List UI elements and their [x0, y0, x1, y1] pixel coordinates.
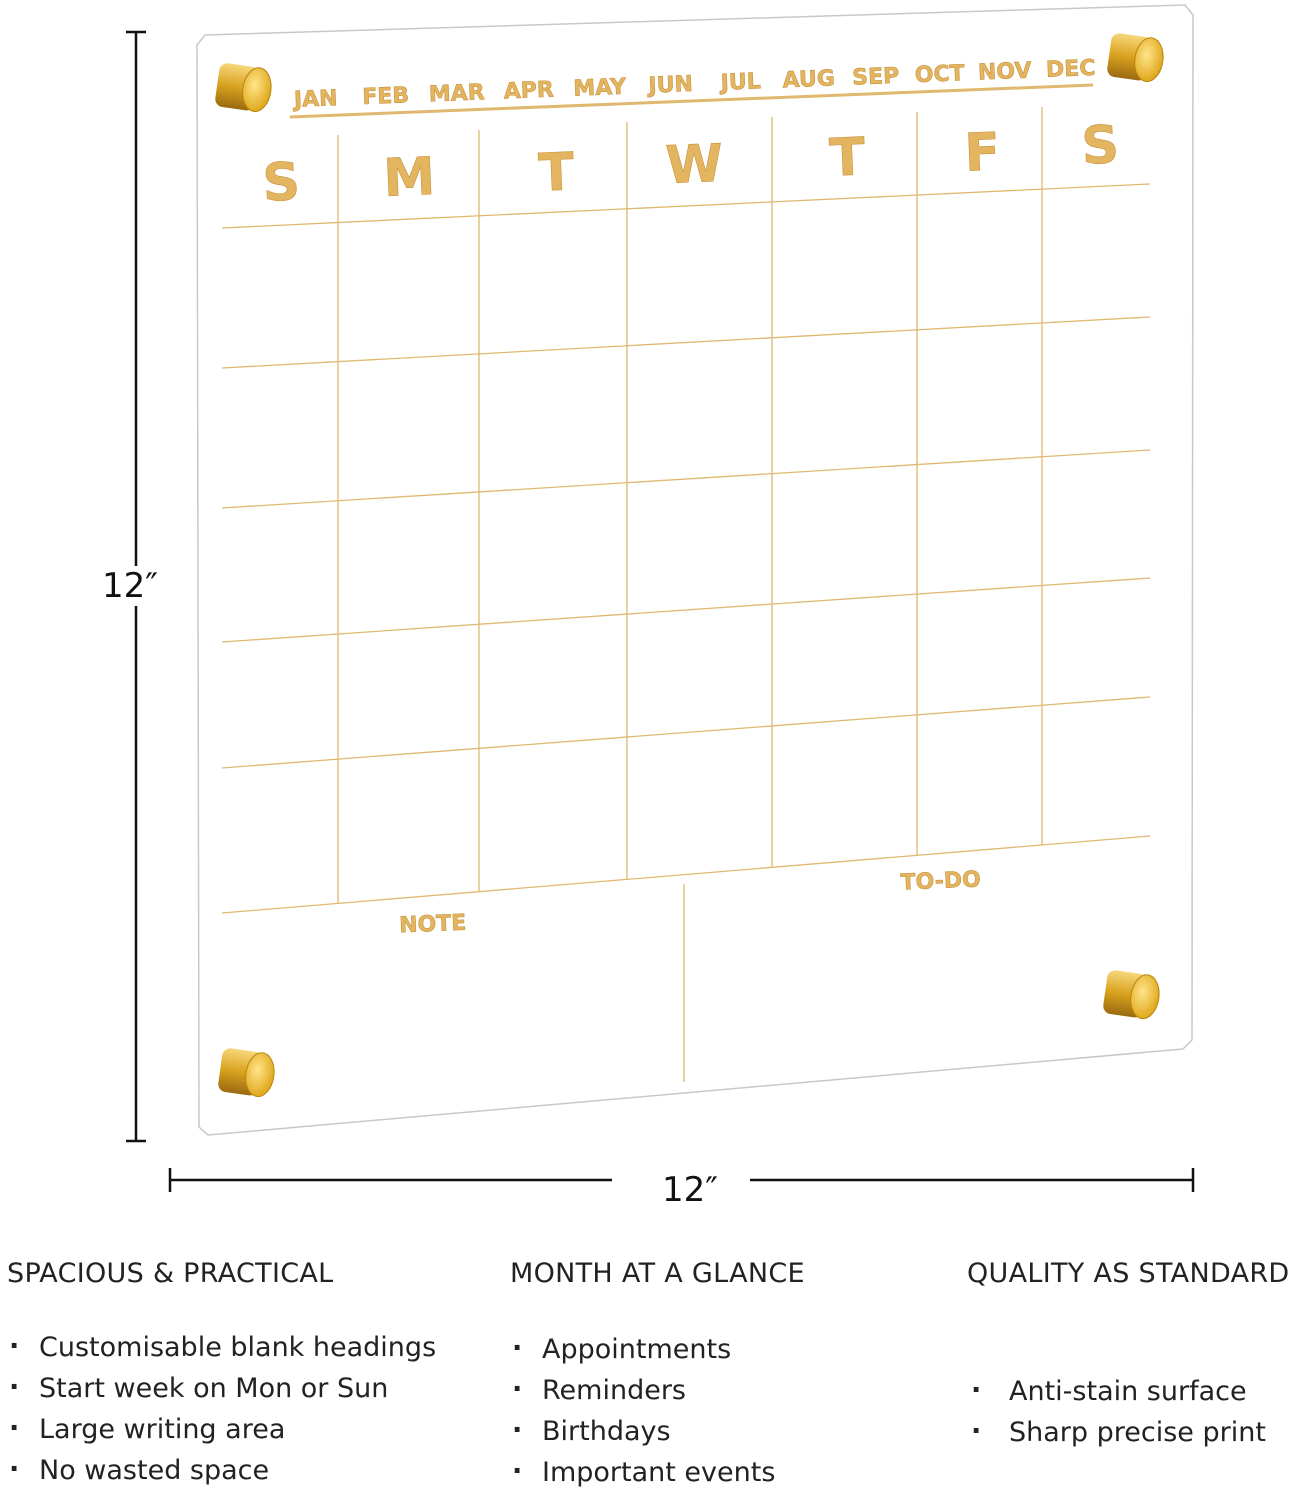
- month-label: OCT: [914, 61, 965, 88]
- note-label: NOTE: [399, 911, 467, 939]
- feature-item: Sharp precise print: [971, 1411, 1290, 1453]
- weekday-label: W: [664, 134, 724, 196]
- weekday-label: M: [382, 147, 436, 209]
- feature-item: Anti-stain surface: [971, 1370, 1290, 1412]
- weekday-label: S: [1080, 115, 1120, 176]
- grid-row-line: [221, 577, 1151, 643]
- month-label: NOV: [977, 58, 1032, 85]
- weekday-label: F: [963, 122, 1001, 183]
- feature-item: No wasted space: [9, 1449, 436, 1491]
- gold-standoff-icon: [1103, 970, 1160, 1020]
- acrylic-calendar-board: JAN FEB MAR APR MAY JUN JUL AUG SEP OCT NOV DEC S M T W…: [126, 4, 1195, 1192]
- feature-item: Large writing area: [9, 1408, 436, 1450]
- month-label: JAN: [291, 86, 338, 113]
- month-label: JUL: [718, 69, 761, 96]
- feature-heading: SPACIOUS & PRACTICAL: [7, 1258, 334, 1289]
- month-label: MAY: [573, 75, 628, 102]
- month-label: AUG: [782, 66, 835, 93]
- standoff-cap: [1130, 974, 1160, 1020]
- height-dimension-label: 12″: [102, 566, 158, 606]
- feature-item: Customisable blank headings: [9, 1326, 436, 1368]
- grid-row-line: [221, 449, 1151, 509]
- standoff-cap: [242, 67, 272, 113]
- weekday-label: T: [537, 142, 575, 203]
- feature-item: Reminders: [512, 1369, 805, 1411]
- grid-row-line: [221, 183, 1151, 229]
- month-label: MAR: [428, 80, 485, 107]
- weekday-label: S: [261, 152, 301, 213]
- gold-standoff-icon: [218, 1048, 275, 1098]
- feature-heading: QUALITY AS STANDARD: [967, 1258, 1290, 1289]
- month-label: DEC: [1046, 56, 1096, 83]
- month-underline: [289, 83, 1094, 119]
- month-label: JUN: [646, 72, 693, 99]
- feature-column-spacious: SPACIOUS & PRACTICAL Customisable blank …: [7, 1258, 436, 1491]
- grid-row-line: [221, 835, 1151, 914]
- standoff-cap: [245, 1052, 275, 1098]
- month-label: FEB: [362, 83, 410, 110]
- gold-standoff-icon: [215, 63, 272, 113]
- calendar-grid: [221, 83, 1151, 1082]
- feature-column-month: MONTH AT A GLANCE Appointments Reminders…: [510, 1258, 805, 1493]
- standoff-cap: [1134, 37, 1164, 83]
- grid-row-line: [221, 696, 1151, 769]
- feature-item: Important events: [512, 1451, 805, 1493]
- feature-column-quality: QUALITY AS STANDARD Anti-stain surface S…: [967, 1258, 1290, 1453]
- feature-item: Appointments: [512, 1328, 805, 1370]
- month-label: SEP: [852, 64, 900, 91]
- feature-item: Start week on Mon or Sun: [9, 1367, 436, 1409]
- feature-heading: MONTH AT A GLANCE: [510, 1258, 805, 1289]
- width-dimension-label: 12″: [662, 1170, 718, 1210]
- weekday-label: T: [828, 127, 866, 188]
- gold-standoff-icon: [1107, 33, 1164, 83]
- feature-item: Birthdays: [512, 1410, 805, 1452]
- todo-label: TO-DO: [900, 867, 981, 895]
- month-label: APR: [503, 77, 554, 104]
- grid-row-line: [221, 316, 1151, 369]
